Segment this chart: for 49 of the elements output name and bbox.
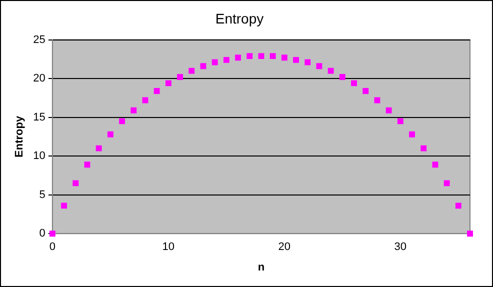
point [293, 56, 299, 63]
point [328, 68, 334, 74]
point [84, 162, 90, 168]
point [420, 145, 427, 152]
point [212, 59, 218, 66]
point [339, 74, 346, 80]
point [165, 80, 172, 86]
point [107, 131, 114, 138]
point [177, 74, 183, 80]
point [362, 88, 369, 94]
point [304, 59, 311, 66]
x-tick-label: 30 [394, 241, 407, 254]
point [119, 118, 126, 124]
point [246, 53, 253, 60]
x-tick-label: 10 [162, 241, 175, 254]
point [130, 107, 137, 114]
point [409, 131, 415, 138]
x-axis-title: n [258, 261, 265, 274]
y-tick-label: 25 [33, 34, 46, 46]
point [316, 63, 322, 70]
point [72, 180, 79, 186]
point [188, 68, 195, 74]
point [154, 88, 160, 94]
point [467, 230, 473, 237]
y-tick-label: 10 [33, 150, 46, 162]
point [258, 53, 264, 60]
point [270, 53, 276, 60]
point [455, 202, 462, 209]
point [61, 202, 68, 209]
point [49, 230, 56, 237]
y-tick-label: 15 [33, 111, 46, 124]
y-axis-title: Entropy [14, 115, 26, 158]
y-tick-label: 5 [39, 188, 46, 201]
y-tick-label: 0 [39, 228, 46, 240]
point [96, 145, 102, 152]
point [432, 162, 438, 168]
x-tick-label: 0 [49, 241, 56, 254]
point [444, 180, 450, 186]
point [200, 63, 206, 70]
point [235, 54, 241, 61]
point [281, 54, 288, 61]
point [386, 107, 392, 114]
chart-title: Entropy [215, 10, 264, 26]
x-tick-label: 20 [278, 241, 291, 254]
point [223, 56, 230, 63]
point [397, 118, 404, 124]
point [374, 97, 380, 104]
point [351, 80, 357, 86]
y-tick-label: 20 [33, 72, 46, 85]
